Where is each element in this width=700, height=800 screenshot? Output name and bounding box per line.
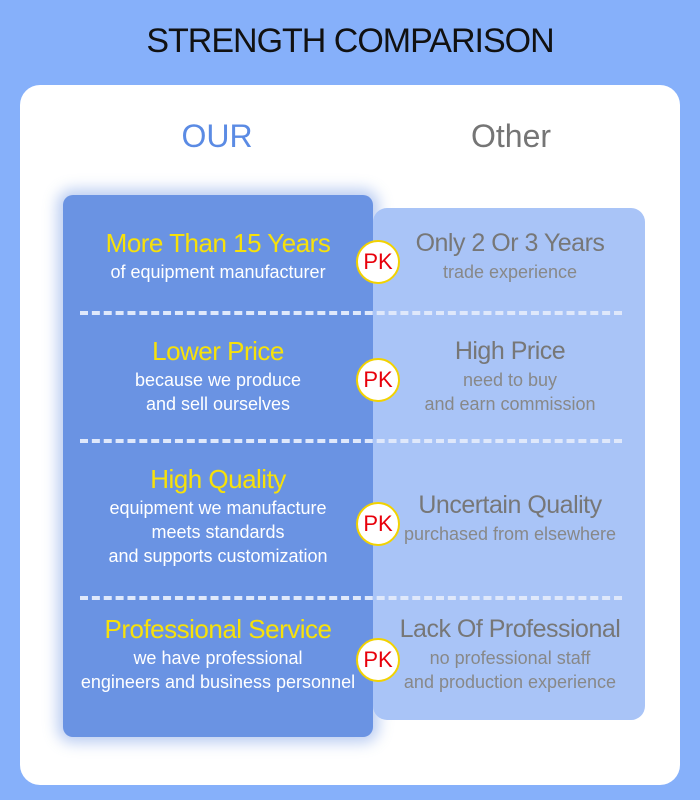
ours-cell: Lower Price because we produce and sell ou… xyxy=(63,334,373,416)
ours-description: and supports customization xyxy=(108,546,328,566)
other-cell: High Price need to buy and earn commission xyxy=(385,334,635,416)
ours-description: engineers and business personnel xyxy=(80,672,356,692)
divider xyxy=(80,311,622,315)
other-description: need to buy xyxy=(462,370,558,390)
ours-heading: OUR xyxy=(181,118,253,154)
ours-cell: Professional Service we have professional… xyxy=(63,612,373,694)
ours-cell: High Quality equipment we manufacture meet… xyxy=(63,462,373,568)
pk-badge: PK xyxy=(356,358,400,402)
ours-description: of equipment manufacturer xyxy=(110,262,326,282)
other-title: High Price xyxy=(454,337,566,365)
pk-badge: PK xyxy=(356,502,400,546)
other-cell: Uncertain Quality purchased from elsewher… xyxy=(385,488,635,546)
ours-title: Professional Service xyxy=(104,614,333,644)
ours-title: More Than 15 Years xyxy=(105,228,331,258)
other-title: Lack Of Professional xyxy=(399,615,621,643)
other-cell: Lack Of Professional no professional staf… xyxy=(385,612,635,694)
pk-badge: PK xyxy=(356,240,400,284)
other-description: and production experience xyxy=(403,672,617,692)
other-description: and earn commission xyxy=(424,394,596,414)
ours-description: equipment we manufacture xyxy=(109,498,327,518)
ours-description: and sell ourselves xyxy=(145,394,291,414)
ours-description: we have professional xyxy=(133,648,303,668)
ours-title: Lower Price xyxy=(152,336,284,366)
other-title: Uncertain Quality xyxy=(418,491,602,519)
divider xyxy=(80,596,622,600)
other-description: no professional staff xyxy=(429,648,591,668)
other-cell: Only 2 Or 3 Years trade experience xyxy=(385,226,635,284)
other-title: Only 2 Or 3 Years xyxy=(415,229,605,257)
ours-panel xyxy=(63,195,373,737)
page-title: STRENGTH COMPARISON xyxy=(146,22,554,60)
ours-description: because we produce xyxy=(134,370,302,390)
pk-badge: PK xyxy=(356,638,400,682)
other-panel xyxy=(373,208,645,720)
ours-cell: More Than 15 Years of equipment manufactu… xyxy=(63,226,373,284)
other-heading: Other xyxy=(470,118,552,154)
divider xyxy=(80,439,622,443)
other-description: purchased from elsewhere xyxy=(403,524,617,544)
ours-title: High Quality xyxy=(150,464,286,494)
other-description: trade experience xyxy=(442,262,578,282)
ours-description: meets standards xyxy=(151,522,285,542)
